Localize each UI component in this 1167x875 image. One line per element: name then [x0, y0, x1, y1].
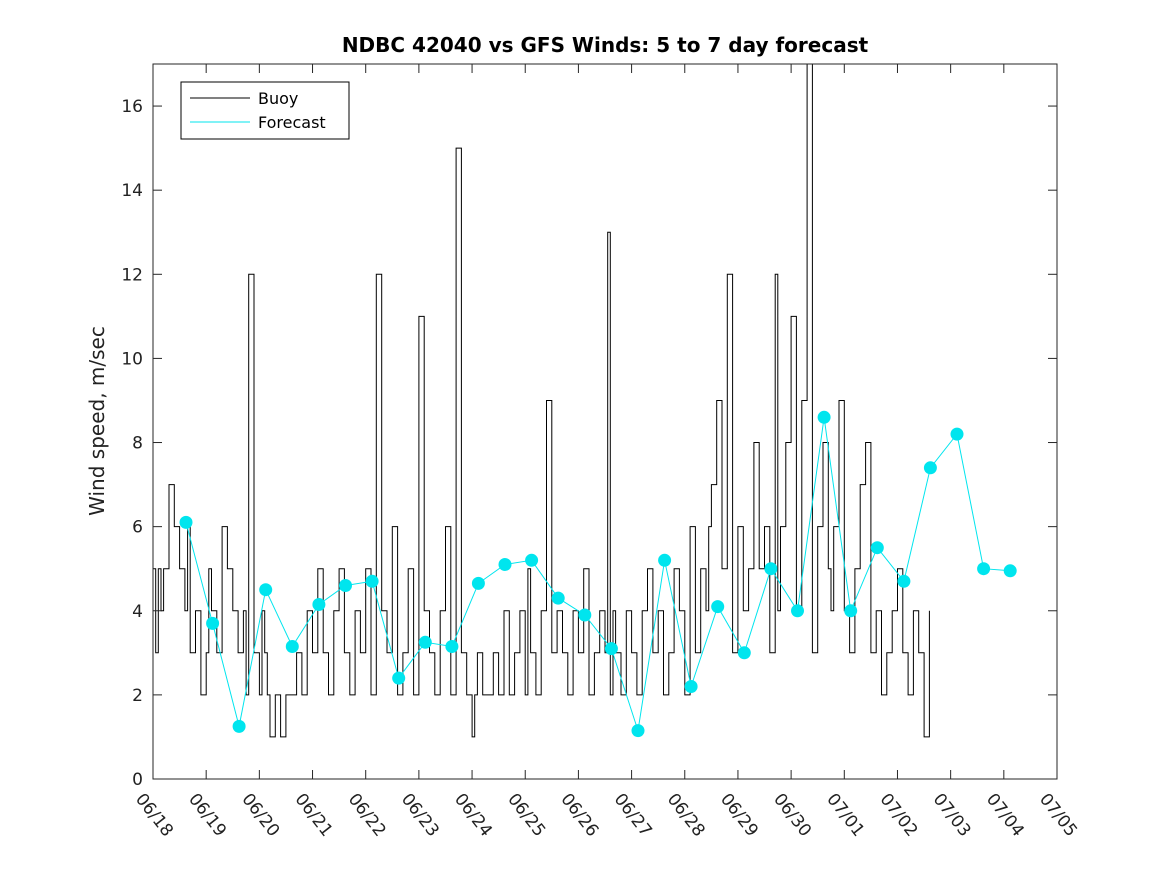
x-tick-label: 07/05 [1035, 790, 1081, 841]
x-tick-label: 07/04 [982, 790, 1028, 841]
forecast-point [259, 583, 273, 597]
forecast-point [339, 579, 352, 592]
forecast-point [977, 562, 991, 576]
y-tick-label: 2 [132, 686, 143, 706]
x-tick-label: 06/24 [450, 790, 496, 841]
legend: Buoy Forecast [180, 81, 350, 140]
x-tick-label: 06/20 [237, 790, 283, 841]
forecast-point [179, 515, 193, 529]
legend-box [180, 81, 350, 140]
x-tick-label: 07/01 [822, 790, 868, 841]
y-tick-label: 0 [132, 770, 143, 790]
y-tick-label: 16 [121, 97, 143, 117]
y-tick-label: 8 [132, 434, 143, 454]
y-tick-label: 14 [121, 181, 143, 201]
x-tick-label: 06/18 [131, 790, 177, 841]
forecast-point [232, 719, 246, 733]
forecast-point [764, 562, 778, 576]
forecast-point [870, 541, 884, 555]
forecast-point [471, 576, 485, 590]
forecast-point [844, 604, 858, 618]
x-tick-label: 07/02 [876, 790, 922, 841]
x-tick-label: 06/26 [556, 790, 602, 841]
x-tick-label: 07/03 [929, 790, 975, 841]
buoy-series-line [153, 64, 930, 738]
forecast-point [658, 553, 672, 567]
forecast-point [365, 574, 379, 588]
plot-area [153, 64, 1017, 738]
forecast-point [445, 640, 459, 653]
forecast-point [791, 604, 804, 618]
forecast-point [312, 598, 326, 611]
forecast-point [418, 635, 432, 649]
y-axis-label: Wind speed, m/sec [85, 326, 109, 516]
x-tick-label: 06/27 [610, 790, 656, 841]
x-tick-label: 06/21 [291, 790, 337, 841]
forecast-point [950, 427, 964, 441]
forecast-point [285, 640, 299, 653]
forecast-point [817, 410, 831, 424]
forecast-point [604, 642, 618, 656]
forecast-point [498, 558, 512, 571]
forecast-point [897, 574, 911, 588]
forecast-point [684, 680, 698, 693]
chart-title: NDBC 42040 vs GFS Winds: 5 to 7 day fore… [342, 33, 869, 57]
forecast-point [923, 461, 937, 475]
legend-forecast-label: Forecast [258, 113, 326, 132]
forecast-point [525, 553, 539, 567]
x-tick-label: 06/28 [663, 790, 709, 841]
forecast-point [737, 646, 751, 660]
x-tick-label: 06/23 [397, 790, 443, 841]
y-tick-label: 12 [121, 265, 143, 285]
forecast-point [631, 724, 645, 738]
y-tick-label: 6 [132, 518, 143, 538]
forecast-point [392, 671, 406, 685]
legend-buoy-label: Buoy [258, 89, 298, 108]
y-tick-label: 4 [132, 602, 143, 622]
forecast-point [206, 616, 220, 630]
axes-frame [152, 63, 1058, 780]
x-tick-label: 06/22 [344, 790, 390, 841]
forecast-point [551, 591, 565, 605]
x-tick-label: 06/30 [769, 790, 815, 841]
x-tick-label: 06/19 [184, 790, 230, 841]
forecast-point [711, 600, 725, 614]
x-tick-label: 06/25 [503, 790, 549, 841]
x-tick-label: 06/29 [716, 790, 762, 841]
forecast-point [1003, 564, 1017, 578]
forecast-point [578, 608, 592, 622]
y-tick-label: 10 [121, 349, 143, 369]
